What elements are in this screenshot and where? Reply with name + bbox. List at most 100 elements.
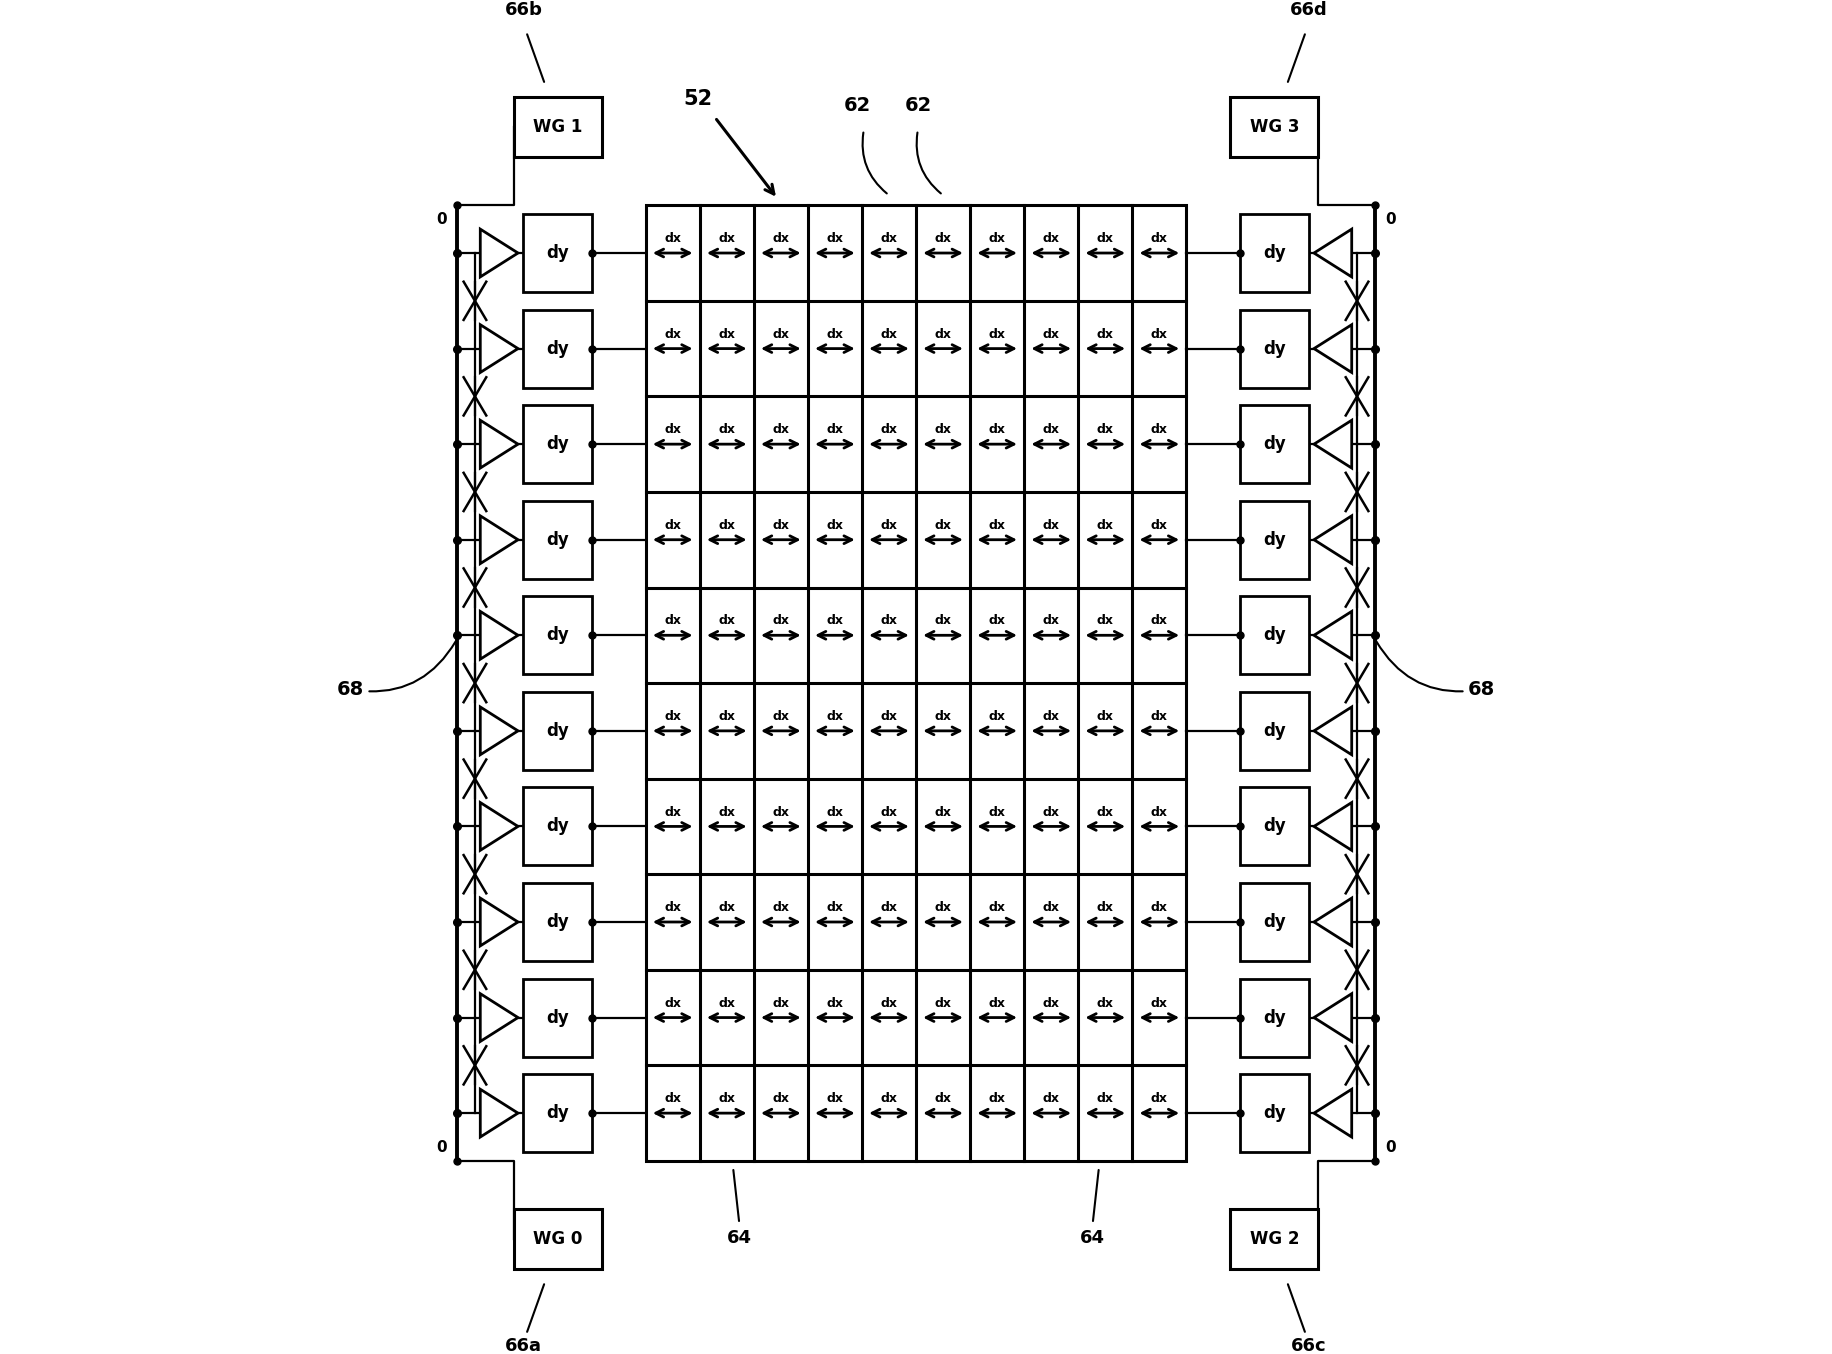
Polygon shape <box>1314 420 1352 468</box>
Text: dx: dx <box>665 232 682 245</box>
Text: dy: dy <box>546 627 570 645</box>
Polygon shape <box>480 420 518 468</box>
Polygon shape <box>480 707 518 754</box>
Text: dy: dy <box>1262 435 1286 454</box>
Text: dx: dx <box>773 709 790 723</box>
Text: dx: dx <box>1150 424 1167 436</box>
Text: dx: dx <box>826 519 843 532</box>
Text: dx: dx <box>881 997 898 1010</box>
Text: dx: dx <box>1150 997 1167 1010</box>
Text: 64: 64 <box>1081 1228 1105 1247</box>
Text: dx: dx <box>718 232 735 245</box>
Text: dx: dx <box>826 1093 843 1105</box>
Polygon shape <box>480 325 518 372</box>
Text: dx: dx <box>1097 424 1114 436</box>
Text: dx: dx <box>1042 902 1059 914</box>
Text: dy: dy <box>546 913 570 932</box>
Text: dx: dx <box>934 902 951 914</box>
Text: dy: dy <box>1262 244 1286 263</box>
Polygon shape <box>1314 229 1352 278</box>
Text: WG 3: WG 3 <box>1249 118 1299 137</box>
Text: dx: dx <box>989 806 1006 819</box>
Text: dx: dx <box>989 519 1006 532</box>
Text: dx: dx <box>665 997 682 1010</box>
Text: dx: dx <box>1042 997 1059 1010</box>
Text: dx: dx <box>826 709 843 723</box>
Text: 66a: 66a <box>506 1336 542 1354</box>
Text: dx: dx <box>826 328 843 341</box>
Bar <box>513 1209 601 1269</box>
Text: dx: dx <box>1150 232 1167 245</box>
Bar <box>1240 214 1308 292</box>
Bar <box>1240 1074 1308 1152</box>
Text: dx: dx <box>773 806 790 819</box>
Text: dx: dx <box>826 424 843 436</box>
Bar <box>1231 1209 1319 1269</box>
Bar <box>1240 501 1308 578</box>
Text: 0: 0 <box>1385 1140 1396 1155</box>
Text: dx: dx <box>1042 806 1059 819</box>
Text: dy: dy <box>1262 340 1286 357</box>
Polygon shape <box>1314 516 1352 563</box>
Polygon shape <box>480 1089 518 1137</box>
Text: dx: dx <box>773 902 790 914</box>
Text: 0: 0 <box>1385 211 1396 226</box>
Text: dx: dx <box>665 902 682 914</box>
Text: 66d: 66d <box>1290 1 1326 19</box>
Text: dx: dx <box>989 424 1006 436</box>
Polygon shape <box>480 994 518 1041</box>
Text: dx: dx <box>773 519 790 532</box>
Polygon shape <box>480 803 518 850</box>
Polygon shape <box>1314 325 1352 372</box>
Text: dy: dy <box>546 531 570 548</box>
Text: dy: dy <box>1262 627 1286 645</box>
Text: dx: dx <box>718 615 735 627</box>
Bar <box>1240 310 1308 387</box>
Text: 66c: 66c <box>1290 1336 1326 1354</box>
Text: dx: dx <box>718 902 735 914</box>
Text: dx: dx <box>1097 997 1114 1010</box>
Text: dx: dx <box>989 1093 1006 1105</box>
Bar <box>645 206 1187 1160</box>
Polygon shape <box>1314 1089 1352 1137</box>
Text: dy: dy <box>1262 818 1286 835</box>
Text: dx: dx <box>718 997 735 1010</box>
Text: dx: dx <box>1042 1093 1059 1105</box>
Text: 62: 62 <box>845 96 872 115</box>
Text: WG 0: WG 0 <box>533 1229 583 1248</box>
Text: dy: dy <box>546 818 570 835</box>
Bar <box>1240 979 1308 1056</box>
Text: dx: dx <box>1097 519 1114 532</box>
Text: 52: 52 <box>683 88 713 108</box>
Text: dx: dx <box>1150 709 1167 723</box>
Text: dx: dx <box>665 328 682 341</box>
Text: dx: dx <box>773 424 790 436</box>
Text: dx: dx <box>1097 328 1114 341</box>
Text: dx: dx <box>773 232 790 245</box>
Text: WG 1: WG 1 <box>533 118 583 137</box>
Text: dx: dx <box>1150 519 1167 532</box>
Text: dx: dx <box>1097 902 1114 914</box>
Text: dx: dx <box>665 1093 682 1105</box>
Text: dx: dx <box>934 232 951 245</box>
Text: dx: dx <box>934 1093 951 1105</box>
Text: dx: dx <box>665 519 682 532</box>
Bar <box>1231 97 1319 157</box>
Polygon shape <box>1314 898 1352 946</box>
Text: dx: dx <box>1097 615 1114 627</box>
Text: dx: dx <box>881 902 898 914</box>
Text: dx: dx <box>718 709 735 723</box>
Polygon shape <box>1314 803 1352 850</box>
Text: dx: dx <box>826 902 843 914</box>
Text: dx: dx <box>989 232 1006 245</box>
Text: dx: dx <box>1097 1093 1114 1105</box>
Text: dx: dx <box>934 424 951 436</box>
Text: dx: dx <box>773 615 790 627</box>
Text: dx: dx <box>989 328 1006 341</box>
Text: dx: dx <box>665 615 682 627</box>
Text: dx: dx <box>665 709 682 723</box>
Text: dx: dx <box>718 806 735 819</box>
Text: dy: dy <box>546 244 570 263</box>
Text: dx: dx <box>826 806 843 819</box>
Text: dy: dy <box>546 722 570 739</box>
